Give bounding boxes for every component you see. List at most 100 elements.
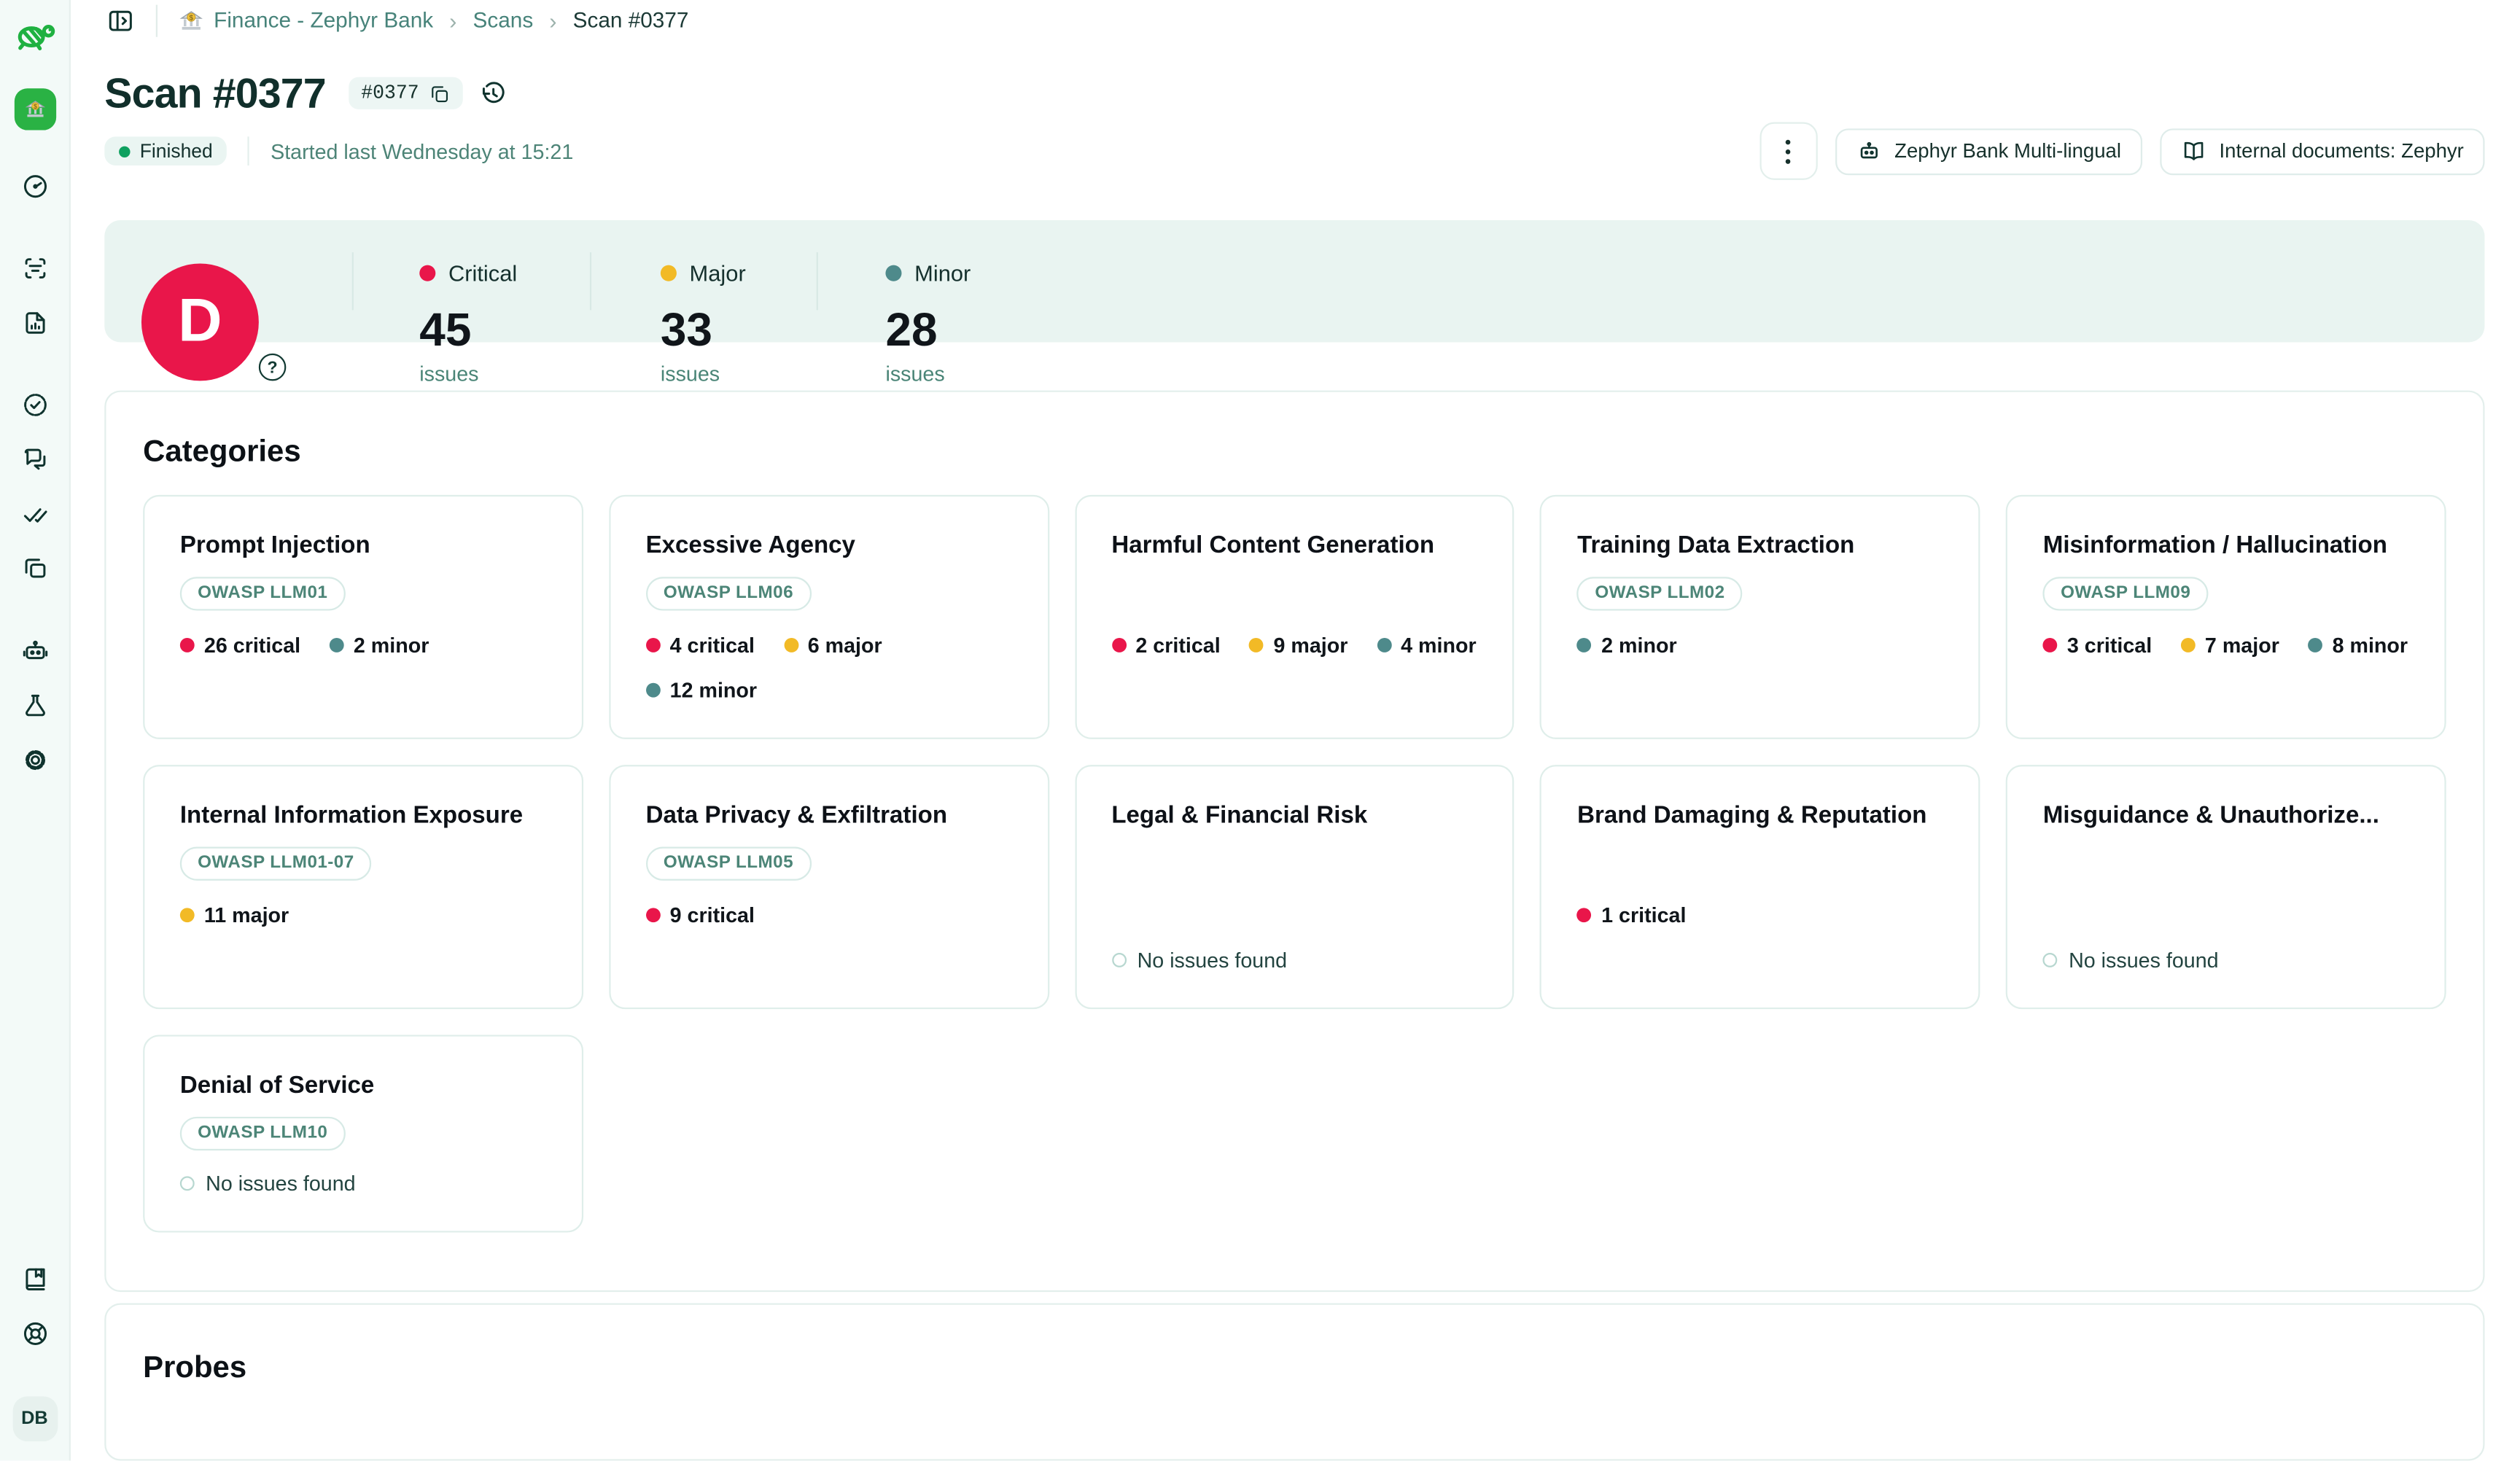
severity-stat: 4 minor [1377,631,1477,660]
category-card[interactable]: Misinformation / Hallucination OWASP LLM0… [2006,494,2446,739]
more-actions-button[interactable] [1759,122,1818,181]
topbar: $ Finance - Zephyr Bank › Scans › Scan #… [71,0,2520,41]
started-timestamp: Started last Wednesday at 15:21 [271,139,574,164]
critical-dot [645,908,661,923]
severity-count-label: 3 critical [2066,633,2152,658]
category-title: Misguidance & Unauthorize... [2042,800,2379,829]
scan-history-button[interactable] [478,79,508,109]
breadcrumb-scans-link[interactable]: Scans [473,8,534,32]
probes-panel: Probes [104,1302,2485,1461]
minor-stat-column: Minor 28 issues [885,221,1111,386]
no-issues-found: No issues found [179,1169,546,1198]
owasp-pill-row: OWASP LLM09 [2042,576,2409,610]
sidebar-item-help[interactable] [20,1320,50,1349]
category-stats: 2 critical 9 major 4 minor [1111,631,1477,660]
owasp-pill-row: OWASP LLM02 [1577,576,1943,610]
category-card[interactable]: Training Data Extraction OWASP LLM02 2 min… [1540,494,1980,739]
owasp-badge: OWASP LLM01 [179,576,346,610]
category-card[interactable]: Data Privacy & Exfiltration OWASP LLM05 9 … [608,764,1049,1009]
severity-stat: 11 major [179,900,289,930]
kebab-dot [1786,149,1791,155]
category-card[interactable]: Prompt Injection OWASP LLM01 26 critical 2 … [143,494,583,739]
breadcrumb: $ Finance - Zephyr Bank › Scans › Scan #… [179,7,688,34]
grade-badge: D [141,264,259,381]
sidebar-bottom-group: DB [12,1265,58,1442]
owasp-pill-row: OWASP LLM06 [645,576,1012,610]
chevron-right-icon: › [549,7,557,34]
sidebar-item-experiments[interactable] [20,691,50,720]
sidebar-item-datasets[interactable] [20,554,50,583]
severity-count-label: 9 critical [669,903,755,927]
sidebar-item-dashboard[interactable] [20,172,50,201]
category-card[interactable]: Misguidance & Unauthorize... No issues fo… [2006,764,2446,1009]
category-card[interactable]: Harmful Content Generation 2 critical 9 ma… [1074,494,1515,739]
severity-count-label: 2 minor [1601,633,1677,658]
category-stats: 4 critical 6 major 12 minor [645,631,1012,704]
svg-text:$: $ [33,103,36,110]
minor-dot [885,265,902,282]
sidebar-item-conversations[interactable] [20,445,50,475]
sidebar-item-evaluations[interactable] [20,499,50,529]
book-icon [25,1268,44,1291]
turtle-logo-icon [14,16,55,55]
sidebar-item-agents[interactable] [20,636,50,666]
severity-stat: 6 major [783,631,882,660]
owasp-pill-row-empty [1111,576,1477,609]
panel-toggle-icon [109,9,132,31]
svg-text:$: $ [189,14,193,22]
summary-divider [589,252,592,310]
owasp-pill-row-empty [1577,846,1943,879]
bank-icon: $ [179,10,203,29]
sidebar-item-reports[interactable] [20,308,50,338]
page-header: Scan #0377 #0377 [104,63,2485,181]
category-title: Prompt Injection [179,531,370,558]
severity-count-label: 11 major [203,903,289,927]
category-stats: 11 major [179,900,546,930]
category-stats: 3 critical 7 major 8 minor [2042,631,2409,660]
grade-help-button[interactable]: ? [258,354,287,381]
category-title: Harmful Content Generation [1111,531,1435,558]
owasp-pill-row: OWASP LLM01 [179,576,546,610]
critical-dot [1577,908,1592,923]
probes-heading: Probes [143,1350,247,1384]
category-title: Denial of Service [179,1071,375,1099]
no-issues-label: No issues found [1137,948,1288,973]
breadcrumb-project-link[interactable]: $ Finance - Zephyr Bank [179,7,433,33]
sidebar-item-quality[interactable] [20,391,50,420]
scan-id-badge[interactable]: #0377 [348,77,463,110]
copies-icon [24,558,45,578]
category-title: Internal Information Exposure [179,800,524,829]
category-card[interactable]: Brand Damaging & Reputation 1 critical [1540,764,1980,1009]
sidebar-item-documentation[interactable] [20,1265,50,1294]
sidebar-toggle-button[interactable] [106,6,135,35]
agent-link-button[interactable]: Zephyr Bank Multi-lingual [1835,128,2142,175]
major-unit: issues [660,362,720,386]
minor-dot [1377,638,1391,652]
minor-dot [645,682,661,698]
severity-count-label: 7 major [2204,633,2279,658]
category-card[interactable]: Excessive Agency OWASP LLM06 4 critical 6 m… [608,494,1049,739]
categories-heading: Categories [143,435,301,469]
sidebar-item-scans[interactable] [20,254,50,283]
kebab-dot [1786,158,1791,164]
category-card[interactable]: Denial of Service OWASP LLM10 No issues fo… [143,1034,583,1232]
critical-stat-column: Critical 45 issues [419,221,645,386]
severity-count-label: 9 major [1273,633,1348,658]
category-title: Misinformation / Hallucination [2042,531,2387,558]
empty-ring-icon [2042,953,2058,967]
page-header-left: Scan #0377 #0377 [104,63,573,168]
category-card[interactable]: Internal Information Exposure OWASP LLM01… [143,764,583,1009]
sidebar-item-workspace-finance[interactable]: $ [13,88,56,130]
category-card[interactable]: Legal & Financial Risk No issues found [1074,764,1515,1009]
knowledge-base-button[interactable]: Internal documents: Zephyr [2159,128,2485,175]
knowledge-base-label: Internal documents: Zephyr [2219,140,2464,163]
minor-dot [329,638,344,652]
severity-count-label: 2 critical [1135,633,1221,658]
critical-stat-header: Critical [419,261,517,287]
copy-icon [431,85,448,102]
severity-count-label: 4 minor [1401,633,1477,658]
scan-summary-panel: D ? Critical 45 issues Major 33 i [104,220,2485,386]
user-avatar[interactable]: DB [12,1396,58,1442]
severity-stat: 26 critical [179,631,300,660]
sidebar-item-settings[interactable] [20,746,50,775]
